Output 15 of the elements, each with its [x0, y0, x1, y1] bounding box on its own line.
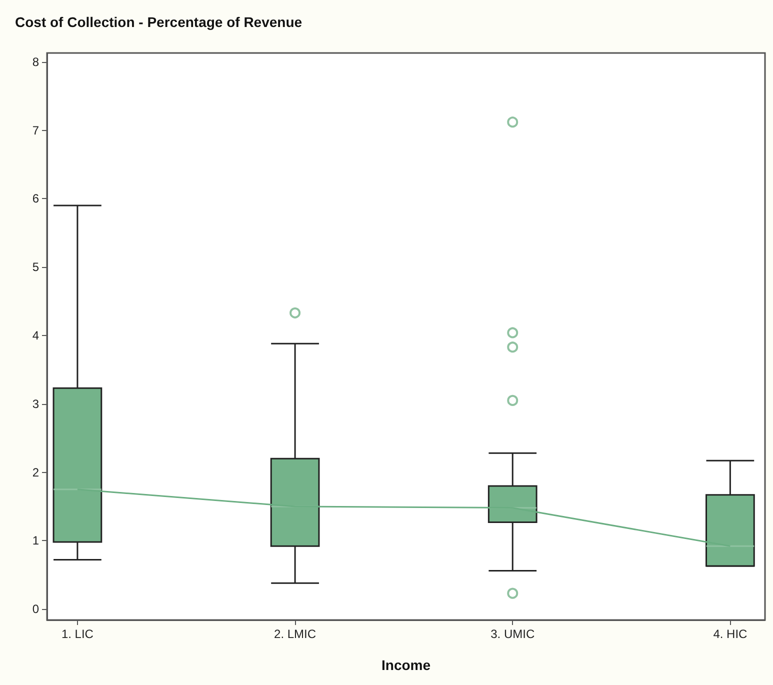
y-tick-label: 4: [32, 328, 40, 342]
y-tick-label: 5: [32, 260, 40, 274]
y-tick-label: 8: [32, 54, 40, 69]
y-tick-label: 6: [32, 192, 40, 206]
y-tick-label: 0: [32, 602, 40, 616]
y-tick-label: 3: [32, 396, 40, 411]
x-tick-label: 2. LMIC: [274, 627, 316, 641]
y-tick-label: 7: [32, 123, 40, 138]
chart-title: Cost of Collection - Percentage of Revenue: [15, 14, 302, 30]
x-axis-title: Income: [381, 657, 431, 673]
x-tick-label: 3. UMIC: [490, 627, 535, 641]
y-tick-label: 1: [32, 534, 40, 548]
x-tick-label: 1. LIC: [61, 627, 94, 641]
x-tick-label: 4. HIC: [713, 627, 748, 641]
y-tick-label: 2: [32, 465, 40, 480]
